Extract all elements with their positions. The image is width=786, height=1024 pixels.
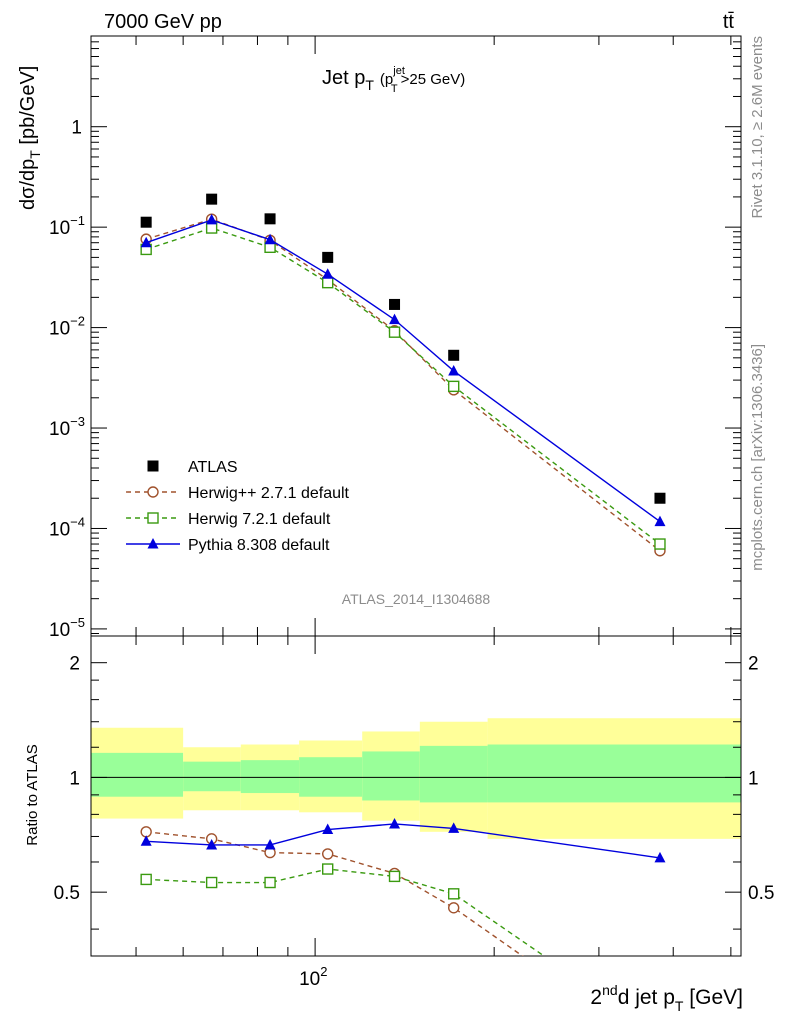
ratio-y-tick-label-right: 1 (748, 768, 759, 789)
pythia-point (389, 313, 401, 325)
legend-label-atlas: ATLAS (188, 459, 238, 476)
y-tick-label: 1 (71, 118, 82, 139)
ratio-bands (91, 718, 741, 839)
pythia-point (654, 515, 666, 527)
pythia-ratio-point (389, 817, 401, 829)
pythia-ratio-point (322, 823, 334, 835)
band-inner-bin (419, 745, 488, 803)
ratio-y-tick-label: 1 (69, 768, 80, 789)
legend-marker-herwig7 (147, 512, 159, 524)
band-inner-bin (362, 751, 420, 801)
atlas-point (448, 349, 460, 361)
main-series (140, 193, 666, 557)
ratio-plot-frame (90, 635, 742, 957)
y-axis-label: dσ/dpT [pb/GeV] (17, 66, 43, 210)
herwig7-ratio-point (447, 888, 460, 900)
band-inner-bin (183, 761, 241, 792)
y-tick-label: 10−3 (49, 414, 85, 440)
legend: ATLAS Herwig++ 2.7.1 default Herwig 7.2.1 … (126, 459, 350, 554)
pythia-point (206, 213, 218, 225)
mcplots-label: mcplots.cern.ch [arXiv:1306.3436] (749, 344, 766, 571)
y-tick-label: 10−2 (49, 314, 85, 340)
pythia-ratio-point (264, 838, 276, 850)
y-tick-label: 10−5 (49, 615, 85, 641)
pythia-ratio-point (206, 838, 218, 850)
axes: 1 10−1 10−2 10−3 10−4 10−5 0.5 0.5 1 1 2 2 102 (49, 35, 774, 990)
ratio-y-axis-label: Ratio to ATLAS (24, 744, 41, 845)
herwig7-ratio-point (140, 873, 152, 886)
atlas-point (140, 216, 152, 228)
band-inner-bin (91, 752, 184, 797)
herwig7-ratio-point (388, 870, 401, 883)
atlas-point (206, 193, 218, 205)
legend-marker-herwigpp (147, 486, 159, 498)
herwig7-ratio-line (146, 868, 546, 956)
ratio-y-tick-label-right: 0.5 (748, 883, 774, 904)
y-tick-label: 10−1 (49, 213, 85, 239)
x-axis-label: 2ndd jet pT [GeV] (590, 982, 743, 1014)
herwigpp-ratio-line (146, 831, 524, 956)
pythia-ratio-point (140, 835, 152, 846)
rivet-label: Rivet 3.1.10, ≥ 2.6M events (749, 36, 766, 219)
pythia-line (145, 219, 661, 523)
ratio-series-clipped (140, 817, 666, 956)
atlas-point (264, 213, 276, 225)
header-left: 7000 GeV pp (104, 11, 222, 33)
legend-marker-atlas (147, 460, 159, 472)
legend-marker-pythia (147, 538, 159, 549)
herwig7-ratio-point (205, 876, 218, 889)
analysis-id: ATLAS_2014_I1304688 (342, 591, 491, 607)
ratio-y-tick-label: 2 (69, 654, 80, 675)
pythia-point (264, 233, 276, 245)
ratio-y-tick-label: 0.5 (54, 883, 80, 904)
plot-title: Jet pT (pjet T>25 GeV) (322, 65, 465, 95)
x-tick-label: 102 (299, 964, 327, 990)
herwig7-ratio-point (322, 863, 334, 875)
herwig7-point (205, 222, 218, 234)
herwig7-point (322, 276, 334, 289)
ratio-y-tick-label-right: 2 (748, 654, 759, 675)
y-tick-label: 10−4 (49, 514, 85, 540)
legend-label-herwigpp: Herwig++ 2.7.1 default (188, 485, 350, 502)
legend-label-herwig7: Herwig 7.2.1 default (188, 511, 331, 528)
ratio-series (140, 817, 666, 956)
pythia-point (448, 364, 460, 376)
legend-label-pythia: Pythia 8.308 default (188, 537, 330, 554)
pythia-point (322, 268, 334, 279)
header-right: tt̄ (723, 11, 735, 33)
pythia-ratio-point (448, 822, 460, 833)
band-inner-bin (240, 760, 300, 794)
herwigpp-ratio-point (447, 902, 460, 914)
herwigpp-ratio-point (322, 848, 334, 860)
atlas-point (389, 298, 401, 310)
atlas-point (654, 492, 666, 504)
band-inner-bin (487, 744, 741, 803)
atlas-point (322, 251, 334, 263)
herwig7-ratio-point (264, 876, 276, 889)
pythia-point (140, 236, 152, 248)
herwig7-point (447, 380, 460, 393)
herwig7-point (388, 326, 401, 338)
pythia-ratio-point (654, 851, 666, 863)
herwig7-point (654, 538, 666, 550)
